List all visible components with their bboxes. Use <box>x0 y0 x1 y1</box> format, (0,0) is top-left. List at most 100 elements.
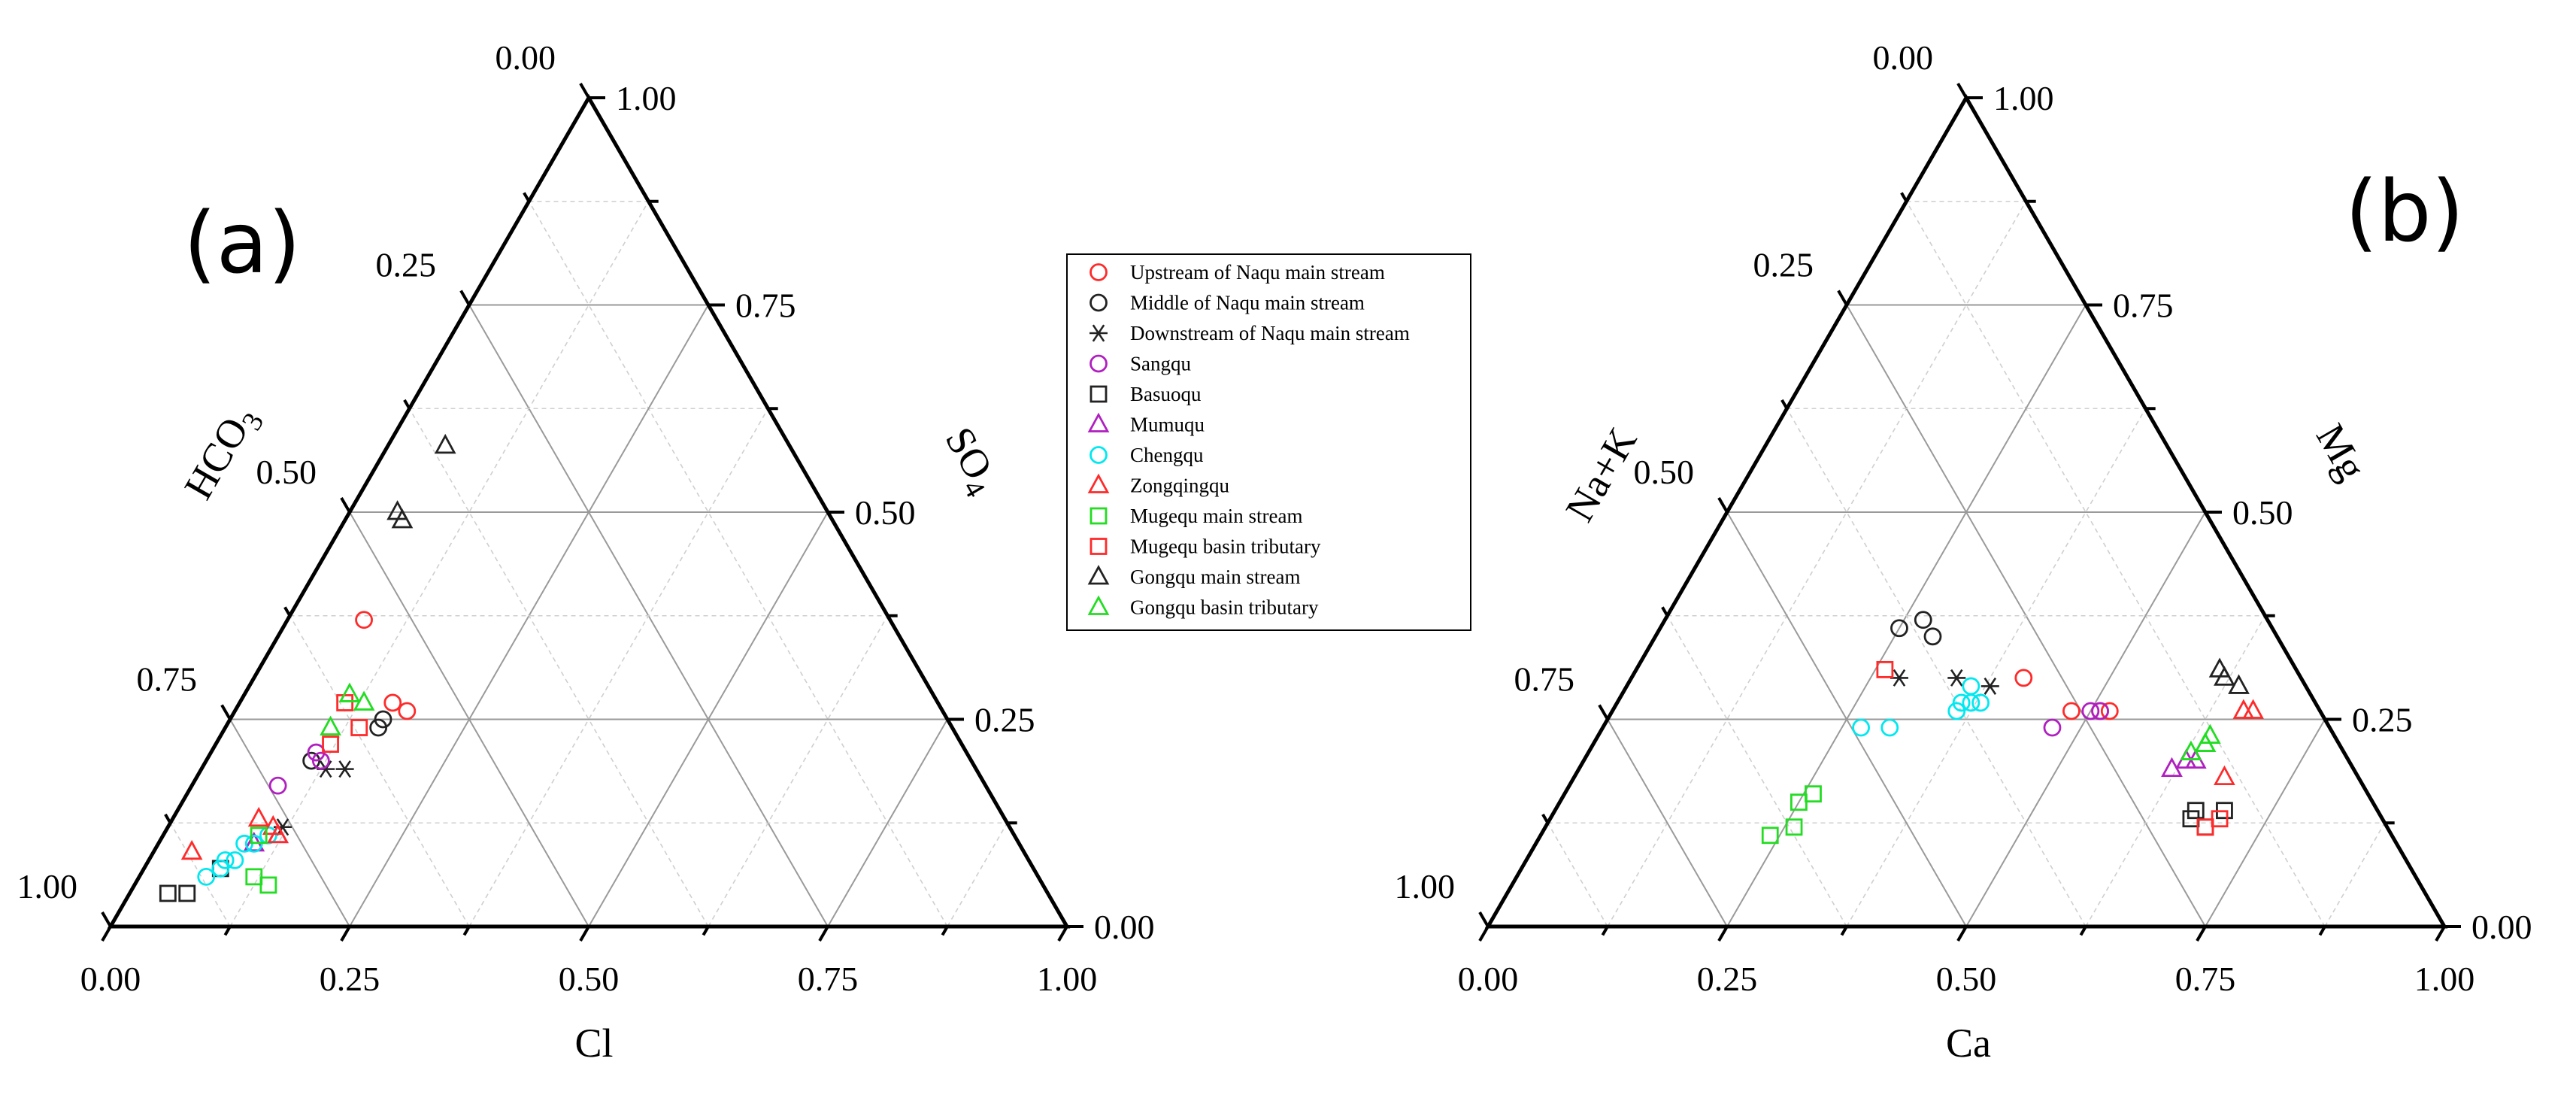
data-point-chengqu <box>235 834 253 853</box>
data-point-mugequ-main <box>1805 785 1822 803</box>
bottom-tick-label: 0.75 <box>798 960 859 998</box>
data-point-zongqingqu <box>247 806 270 827</box>
data-point-gongqu-main <box>386 500 408 520</box>
bottom-tick-label: 0.25 <box>320 960 380 998</box>
ternary-panel-b: 0.00 0.00 1.00 0.25 0.25 0.75 0.50 0.50 0.50 0.75… <box>1395 38 2532 1066</box>
data-point-chengqu <box>226 851 244 869</box>
legend-item-mumuqu: Mumuqu <box>1087 412 1205 436</box>
left-tick-label: 0.50 <box>1634 453 1695 491</box>
data-point-sangqu <box>2091 702 2109 720</box>
right-tick-label: 0.50 <box>2232 493 2293 532</box>
legend-marker-triangle <box>1087 412 1110 432</box>
left-tick-label: 0.00 <box>1873 38 1934 77</box>
right-axis-title: Mg <box>2308 417 2374 488</box>
data-point-mugequ-main <box>1785 818 1803 836</box>
bottom-tick-label: 0.75 <box>2175 960 2236 998</box>
ticks: 0.00 0.00 1.00 0.25 0.25 0.75 0.50 0.50 0.50 0.75… <box>1395 38 2532 998</box>
right-tick-label: 0.75 <box>2113 287 2174 325</box>
grid <box>1547 200 2386 927</box>
data-point-chengqu <box>1947 702 1966 720</box>
legend-label: Basuoqu <box>1130 383 1202 405</box>
legend-marker-circle <box>1089 293 1108 312</box>
bottom-axis-title: Cl <box>574 1021 613 1066</box>
right-tick-label: 0.25 <box>2352 701 2413 739</box>
bottom-tick-label: 1.00 <box>2414 960 2475 998</box>
left-tick-label: 0.50 <box>256 453 317 491</box>
grid <box>169 200 1008 927</box>
data-point-upstream-naqu <box>398 702 417 720</box>
data-point-mugequ-main <box>259 876 277 894</box>
legend-label: Downstream of Naqu main stream <box>1130 322 1410 344</box>
data-point-basuoqu <box>2187 802 2205 820</box>
legend-marker-triangle <box>1087 473 1110 493</box>
legend-item-chengqu: Chengqu <box>1089 444 1204 466</box>
data-point-gongqu-trib <box>338 682 361 702</box>
data-point-basuoqu <box>2196 818 2214 836</box>
data-point-gongqu-main <box>2208 657 2231 678</box>
data-point-basuoqu <box>159 884 177 902</box>
legend-label: Gongqu main stream <box>1130 566 1300 588</box>
data-point-middle-naqu <box>369 718 388 737</box>
legend-marker-triangle <box>1087 565 1110 585</box>
data-point-sangqu <box>311 751 330 770</box>
left-tick-label: 0.75 <box>137 660 198 699</box>
data-point-downstream-naqu <box>1947 669 1966 687</box>
data-point-downstream-naqu <box>335 760 354 778</box>
data-point-middle-naqu <box>1923 627 1942 646</box>
data-point-zongqingqu <box>2242 699 2264 719</box>
legend-box <box>1066 253 1471 631</box>
data-point-middle-naqu <box>1890 619 1908 638</box>
data-point-basuoqu <box>178 884 196 902</box>
data-point-upstream-naqu <box>355 611 373 629</box>
left-tick-label: 0.75 <box>1514 660 1575 699</box>
data-point-gongqu-trib <box>320 715 341 735</box>
data-point-chengqu <box>1852 718 1870 737</box>
data-points <box>1761 611 2264 845</box>
legend-item-gongqu-trib: Gongqu basin tributary <box>1087 595 1319 619</box>
data-point-mugequ-trib <box>322 735 339 753</box>
bottom-tick-label: 0.50 <box>1936 960 1997 998</box>
legend-marker-square <box>1089 538 1108 555</box>
data-point-upstream-naqu <box>383 693 402 712</box>
data-point-zongqingqu <box>2232 699 2255 719</box>
right-tick-label: 0.75 <box>735 287 796 325</box>
left-tick-label: 1.00 <box>17 867 78 905</box>
panel-label: (a) <box>183 195 301 293</box>
data-point-chengqu <box>1962 693 1980 712</box>
legend-item-zongqingqu: Zongqingqu <box>1087 473 1229 497</box>
left-tick-label: 0.25 <box>376 246 437 284</box>
legend-marker-square <box>1089 385 1108 403</box>
legend-label: Middle of Naqu main stream <box>1130 292 1365 314</box>
left-tick-label: 0.00 <box>496 38 556 77</box>
ternary-panel-a: 0.00 0.00 1.00 0.25 0.25 0.75 0.50 0.50 0.50 0.75… <box>17 38 1155 1066</box>
bottom-axis-title: Ca <box>1946 1021 1991 1066</box>
data-point-sangqu <box>268 776 287 795</box>
legend-marker-square <box>1089 507 1108 525</box>
left-tick-label: 1.00 <box>1395 867 1456 905</box>
legend-label: Mumuqu <box>1130 414 1205 436</box>
data-point-chengqu <box>259 826 277 845</box>
data-point-gongqu-main <box>391 508 414 529</box>
data-point-chengqu <box>211 859 230 878</box>
data-point-chengqu <box>1880 718 1899 737</box>
data-points <box>159 433 456 902</box>
legend-item-mugequ-trib: Mugequ basin tributary <box>1089 535 1321 558</box>
data-point-chengqu <box>1962 677 1980 696</box>
data-point-mugequ-trib <box>2196 818 2214 836</box>
bottom-tick-label: 0.25 <box>1697 960 1758 998</box>
data-point-downstream-naqu <box>1980 677 1999 695</box>
right-tick-label: 0.50 <box>855 493 916 532</box>
legend-item-gongqu-main: Gongqu main stream <box>1087 565 1300 588</box>
data-point-mugequ-main <box>1790 793 1808 811</box>
data-point-gongqu-trib <box>353 690 375 711</box>
data-point-gongqu-main <box>2228 674 2250 694</box>
left-tick-label: 0.25 <box>1753 246 1814 284</box>
bottom-tick-label: 0.00 <box>1458 960 1519 998</box>
data-point-mugequ-main <box>250 826 268 845</box>
legend-marker-circle <box>1089 446 1108 464</box>
legend-marker-triangle <box>1087 595 1110 615</box>
legend-label: Chengqu <box>1130 444 1204 466</box>
legend-label: Mugequ main stream <box>1130 505 1302 527</box>
data-point-gongqu-trib <box>2199 723 2221 744</box>
